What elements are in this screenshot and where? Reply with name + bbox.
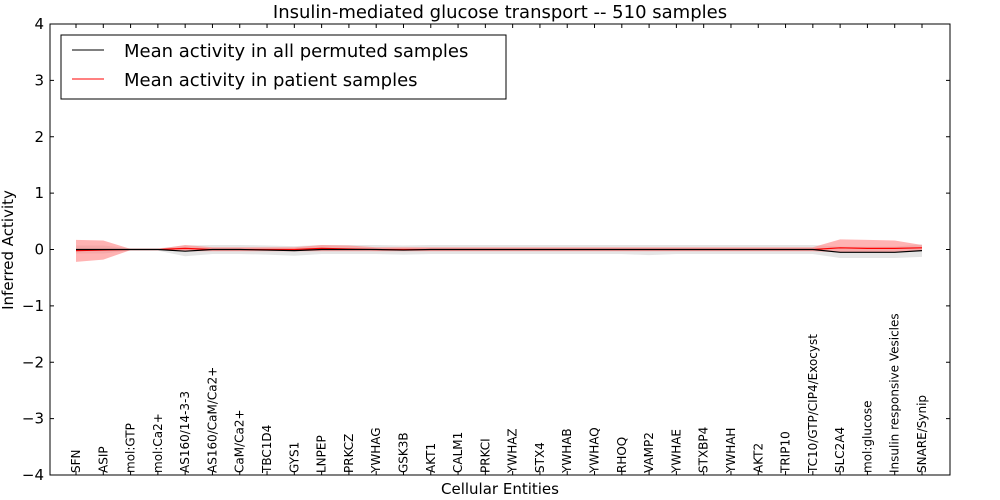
x-tick-label: YWHAG — [369, 427, 383, 474]
y-tick-label: 4 — [34, 15, 44, 33]
band-series-1 — [76, 239, 922, 262]
x-tick-label: mol:glucose — [860, 400, 874, 473]
x-tick-label: Insulin responsive Vesicles — [888, 313, 902, 473]
x-tick-label: mol:Ca2+ — [151, 413, 165, 473]
y-tick-label: −2 — [22, 353, 44, 371]
x-tick-label: TC10/GTP/CIP4/Exocyst — [806, 334, 820, 474]
y-tick-label: 0 — [34, 241, 44, 259]
x-axis-label: Cellular Entities — [441, 480, 559, 498]
x-tick-label: SLC2A4 — [833, 427, 847, 473]
x-tick-label: RHOQ — [615, 437, 629, 473]
y-tick-label: −4 — [22, 466, 44, 484]
x-tick-label: PRKCZ — [342, 434, 356, 473]
x-tick-label: YWHAE — [669, 429, 683, 474]
x-tick-label: YWHAB — [560, 428, 574, 474]
x-tick-label: SFN — [69, 450, 83, 474]
x-tick-label: CALM1 — [451, 432, 465, 473]
x-tick-label: PRKCI — [478, 438, 492, 473]
chart-title: Insulin-mediated glucose transport -- 51… — [273, 2, 727, 23]
x-tick-label: YWHAQ — [588, 427, 602, 474]
y-axis: 4 3 2 1 0 −1 −2 −3 −4 — [22, 15, 950, 484]
x-tick-label: SNARE/Synip — [915, 395, 929, 473]
x-tick-label: mol:GTP — [124, 423, 138, 473]
legend-box — [60, 34, 507, 100]
x-tick-label: TBC1D4 — [260, 425, 274, 474]
x-tick-label: AKT1 — [424, 443, 438, 473]
x-tick-label: STXBP4 — [697, 427, 711, 473]
legend-label-patient: Mean activity in patient samples — [124, 70, 418, 91]
y-tick-label: 1 — [34, 184, 44, 202]
line-series-0 — [76, 248, 923, 253]
confidence-bands — [76, 239, 922, 262]
x-tick-label: GSK3B — [396, 432, 410, 473]
x-tick-label: ASIP — [96, 446, 110, 473]
legend-label-permuted: Mean activity in all permuted samples — [124, 41, 468, 62]
x-tick-label: YWHAZ — [506, 428, 520, 474]
x-tick-label: CaM/Ca2+ — [233, 409, 247, 473]
x-tick-label: AS160/14-3-3 — [178, 391, 192, 473]
x-tick-label: GYS1 — [287, 442, 301, 473]
x-tick-label: LNPEP — [315, 435, 329, 473]
series-lines — [75, 247, 923, 253]
legend: Mean activity in all permuted samples Me… — [60, 34, 507, 100]
x-tick-label: VAMP2 — [642, 432, 656, 473]
y-tick-label: −3 — [22, 410, 44, 428]
x-axis: SFN ASIP mol:GTP mol:Ca2+ AS160/14-3-3 AS160/… — [69, 24, 929, 475]
x-tick-label: STX4 — [533, 442, 547, 473]
y-tick-label: −1 — [22, 297, 44, 315]
y-tick-label: 2 — [34, 128, 44, 146]
y-axis-label: Inferred Activity — [0, 190, 17, 310]
x-tick-label: AS160/CaM/Ca2+ — [205, 367, 219, 473]
x-tick-label: YWHAH — [724, 428, 738, 474]
x-tick-label: TRIP10 — [779, 431, 793, 474]
plot-frame — [49, 23, 951, 476]
y-tick-label: 3 — [34, 71, 44, 89]
x-tick-label: AKT2 — [751, 443, 765, 473]
